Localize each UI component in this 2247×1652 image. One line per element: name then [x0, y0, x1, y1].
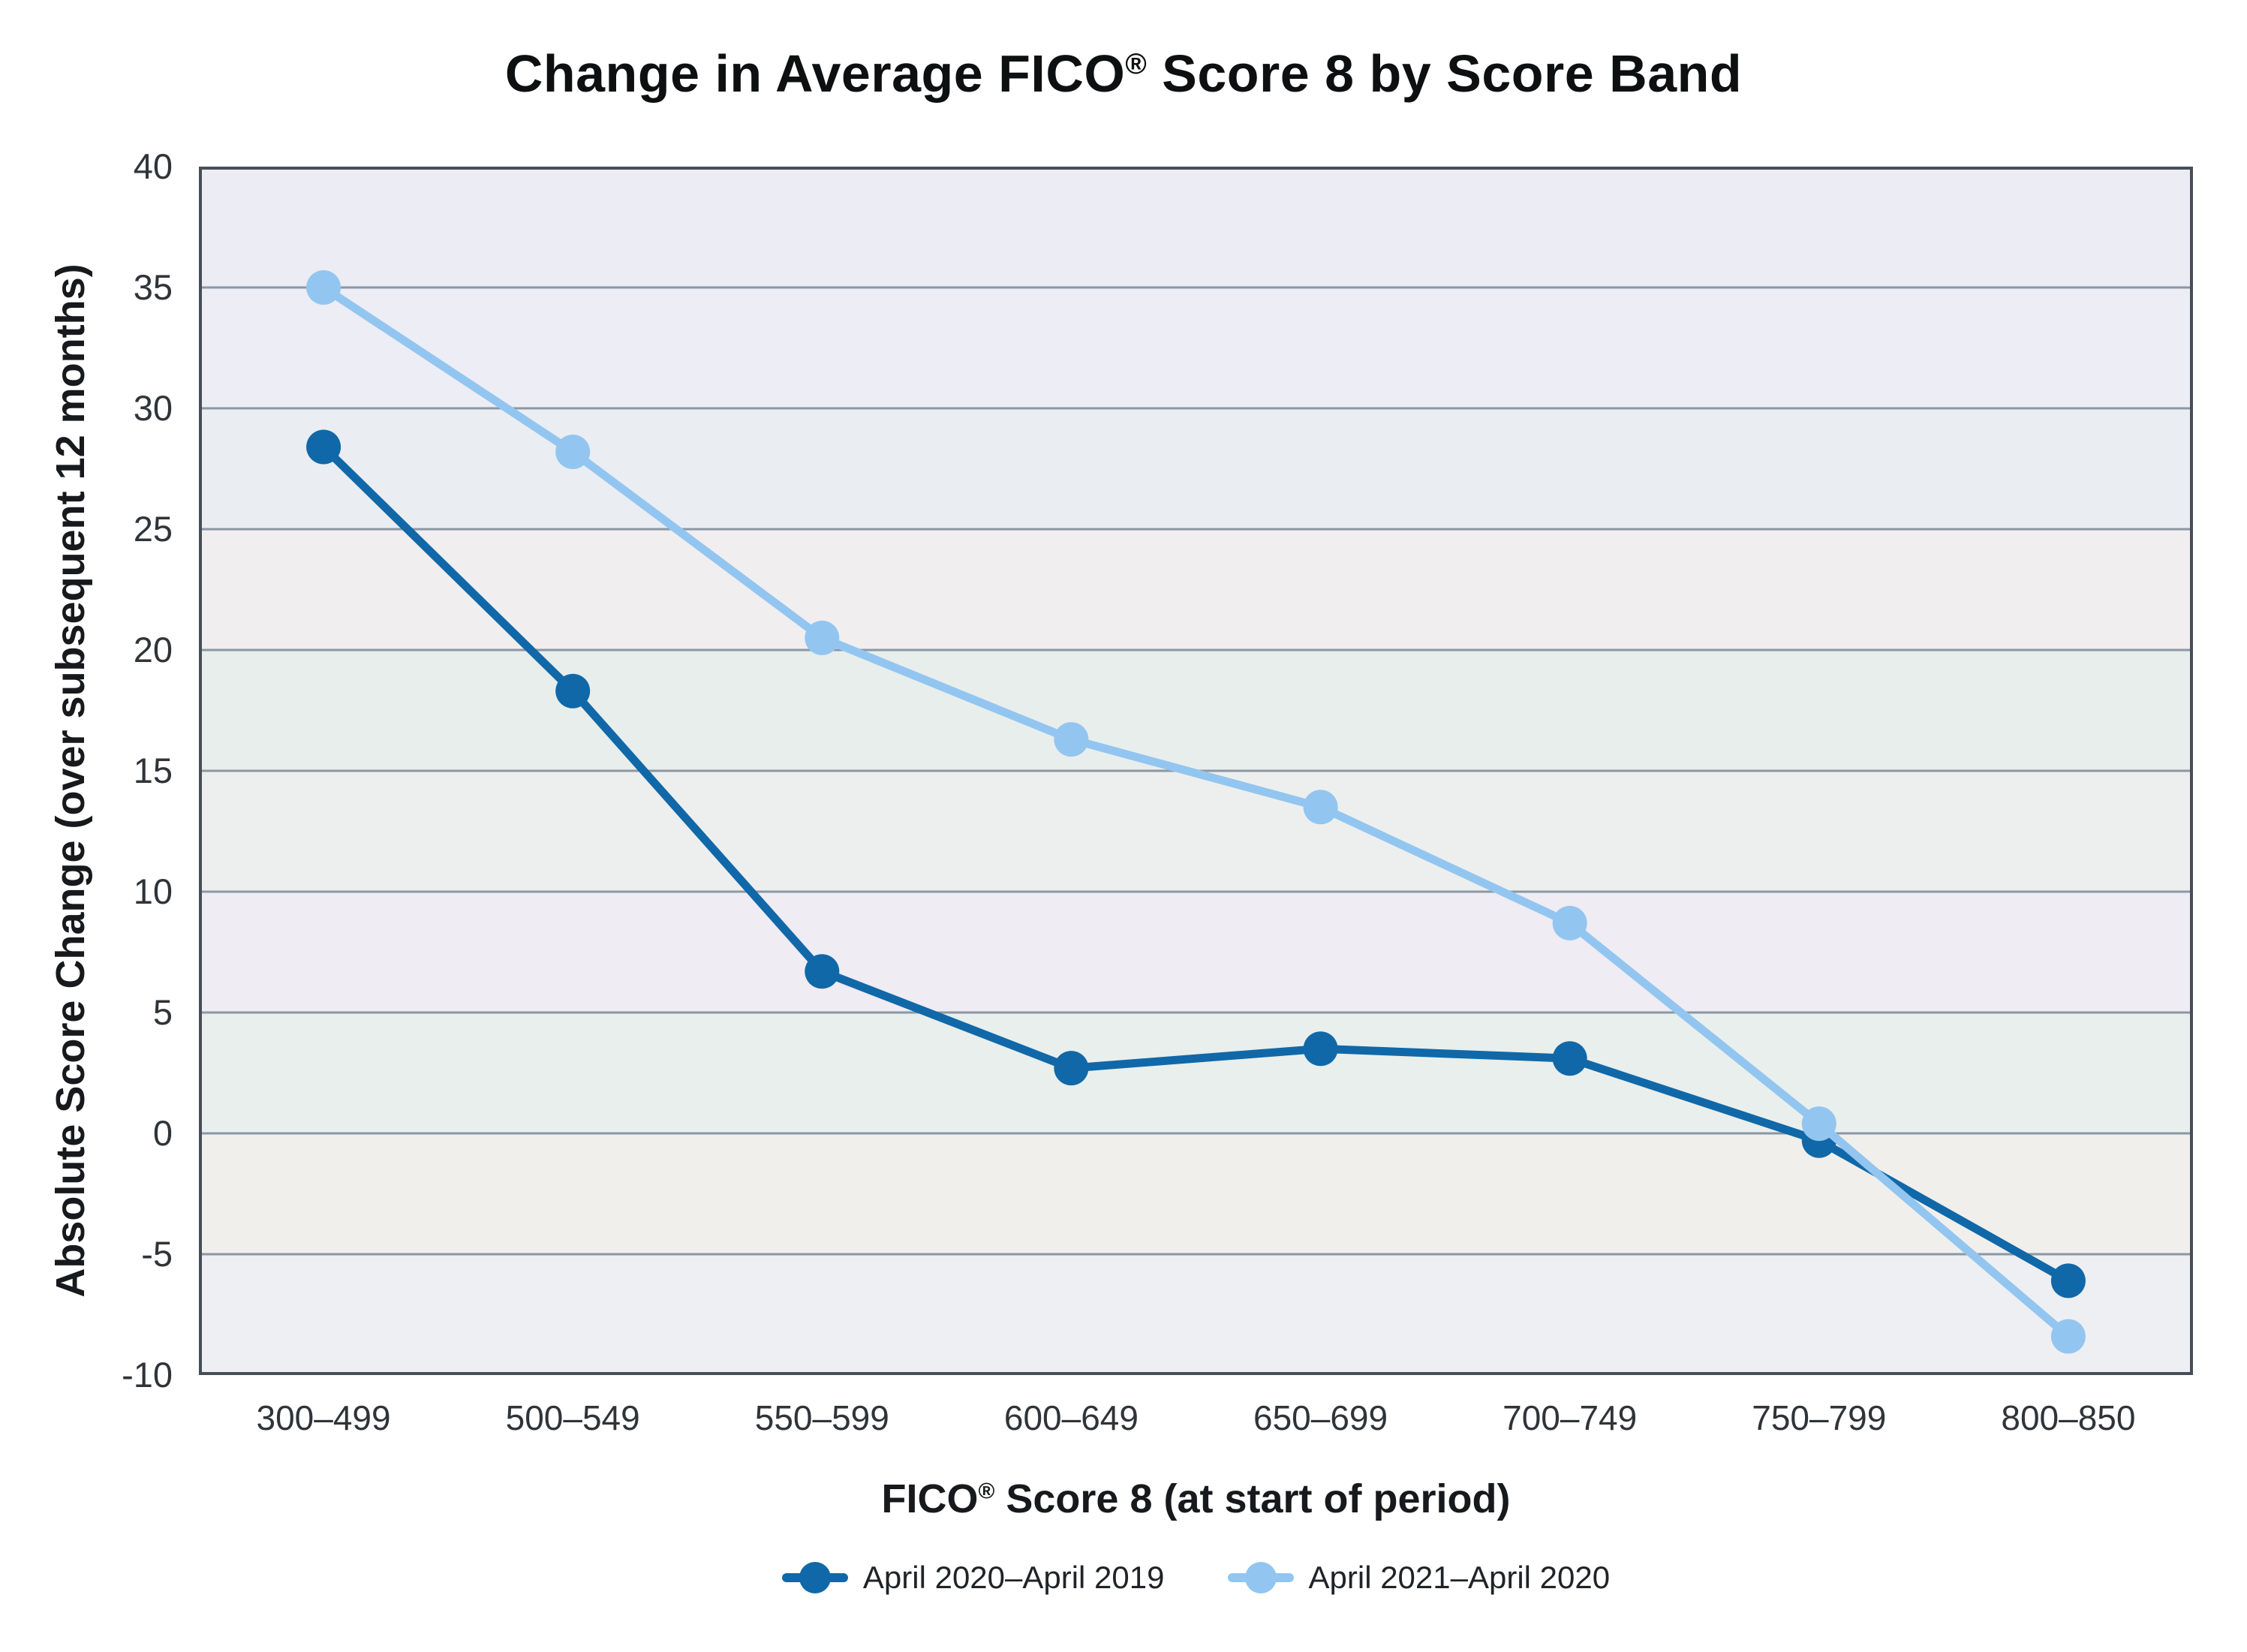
- data-point-april-2020-april-2019-650-699: [1303, 1031, 1338, 1067]
- plot-band: [199, 892, 2193, 1013]
- legend-item-april-2020-april-2019: April 2020–April 2019: [781, 1560, 1165, 1596]
- data-point-april-2020-april-2019-300-499: [306, 429, 341, 465]
- legend-marker-dot: [1244, 1562, 1277, 1593]
- legend-item-april-2021-april-2020: April 2021–April 2020: [1227, 1560, 1611, 1596]
- y-tick-label: 40: [133, 146, 173, 186]
- y-tick-label: 25: [133, 509, 173, 549]
- y-tick-label: 20: [133, 630, 173, 670]
- plot-band: [199, 650, 2193, 771]
- data-point-april-2021-april-2020-600-649: [1054, 722, 1089, 757]
- legend-line-dot-icon: [1227, 1561, 1294, 1594]
- y-tick-label: 0: [152, 1113, 173, 1153]
- plot-border: [199, 167, 2193, 1375]
- data-point-april-2020-april-2019-500-549: [555, 673, 591, 709]
- y-tick-label: 30: [133, 388, 173, 428]
- legend-marker-dot: [799, 1562, 831, 1593]
- plot-band: [199, 1013, 2193, 1133]
- legend: April 2020–April 2019 April 2021–April 20…: [199, 1560, 2193, 1596]
- chart-title: Change in Average FICO® Score 8 by Score…: [0, 44, 2247, 104]
- plot-band: [199, 1254, 2193, 1375]
- plot-band: [199, 529, 2193, 650]
- x-tick-label: 500–549: [505, 1398, 640, 1437]
- data-point-april-2020-april-2019-550-599: [805, 954, 840, 989]
- registered-trademark-symbol: ®: [1125, 48, 1148, 81]
- x-axis-title-text-2: Score 8 (at start of period): [994, 1476, 1511, 1521]
- x-tick-label: 700–749: [1503, 1398, 1638, 1437]
- legend-label: April 2021–April 2020: [1308, 1560, 1611, 1595]
- x-tick-label: 600–649: [1003, 1398, 1139, 1437]
- y-tick-label: 15: [133, 751, 173, 790]
- plot-band: [199, 771, 2193, 892]
- data-point-april-2021-april-2020-500-549: [555, 435, 591, 469]
- plot-area: [199, 167, 2193, 1375]
- x-tick-label: 800–850: [2001, 1398, 2136, 1437]
- data-point-april-2021-april-2020-650-699: [1303, 790, 1338, 825]
- y-tick-label: -5: [141, 1234, 173, 1274]
- series-line-april-2020-april-2019: [319, 443, 2073, 1285]
- legend-label: April 2020–April 2019: [862, 1560, 1165, 1595]
- chart-title-text-2: Score 8 by Score Band: [1147, 44, 1743, 103]
- data-point-april-2021-april-2020-550-599: [805, 620, 840, 655]
- y-tick-label: 35: [133, 267, 173, 307]
- plot-band: [199, 287, 2193, 408]
- x-axis-title-text: FICO: [881, 1476, 979, 1521]
- data-point-april-2021-april-2020-800-850: [2050, 1319, 2086, 1354]
- legend-line-dot-icon: [781, 1561, 848, 1594]
- series-line-april-2021-april-2020: [319, 283, 2073, 1341]
- data-point-april-2021-april-2020-300-499: [306, 270, 341, 305]
- plot-band: [199, 1133, 2193, 1254]
- data-point-april-2020-april-2019-600-649: [1054, 1051, 1089, 1086]
- data-point-april-2021-april-2020-750-799: [1801, 1106, 1836, 1142]
- x-tick-label: 300–499: [256, 1398, 391, 1437]
- y-tick-label: 5: [152, 992, 173, 1032]
- chart-title-text: Change in Average FICO: [504, 44, 1126, 103]
- x-tick-label: 550–599: [754, 1398, 889, 1437]
- data-point-april-2020-april-2019-700-749: [1552, 1041, 1587, 1076]
- data-point-april-2021-april-2020-700-749: [1552, 905, 1587, 940]
- data-point-april-2020-april-2019-800-850: [2050, 1263, 2086, 1298]
- x-tick-label: 650–699: [1253, 1398, 1388, 1437]
- y-tick-label: 10: [133, 871, 173, 911]
- y-tick-label: -10: [122, 1355, 173, 1395]
- registered-trademark-symbol: ®: [978, 1479, 995, 1504]
- x-axis-title: FICO® Score 8 (at start of period): [199, 1476, 2193, 1522]
- plot-band: [199, 167, 2193, 287]
- plot-band: [199, 408, 2193, 529]
- x-tick-label: 750–799: [1752, 1398, 1887, 1437]
